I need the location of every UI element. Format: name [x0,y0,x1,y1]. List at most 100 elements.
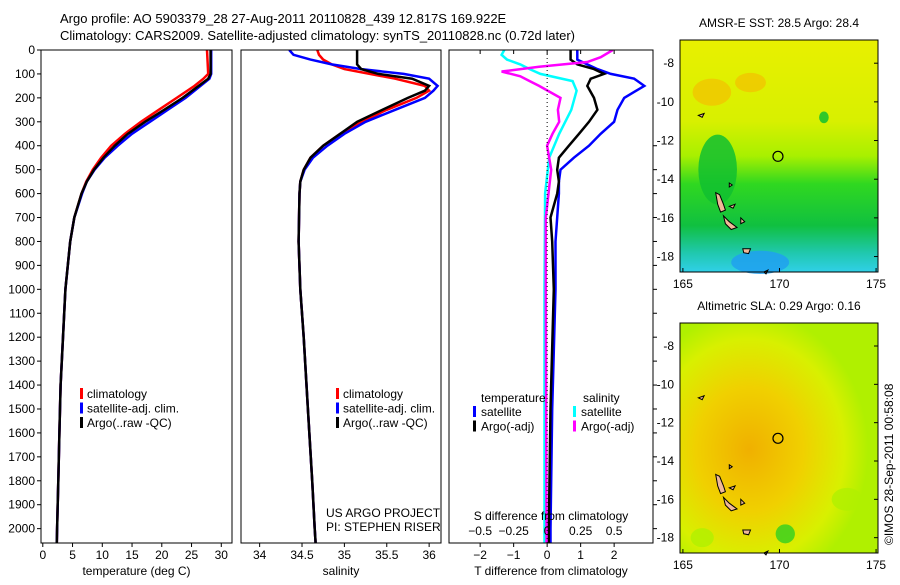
s-axis-label: S difference from climatology [474,509,629,523]
lat-tick-label: -18 [657,531,675,545]
legend-label: satellite-adj. clim. [343,402,435,416]
y-tick-label: 1000 [8,282,35,296]
lat-tick-label: -10 [657,377,675,391]
lon-tick-label: 165 [673,558,693,572]
legend-header-temperature: temperature [481,391,546,405]
x-tick-label: 10 [96,548,110,562]
series-line-climatology [55,50,210,543]
legend-label: Argo(..raw -QC) [343,416,428,430]
figure-title-line2: Climatology: CARS2009. Satellite-adjuste… [60,28,575,43]
x-tick-label: 35 [338,548,352,562]
legend-label: Argo(-adj) [481,420,534,434]
series-line-salinity-argo-adj- [501,50,614,543]
y-tick-label: 1800 [8,474,35,488]
legend-swatch [80,388,83,399]
project-annotation: US ARGO PROJECT [326,506,441,520]
map-title: Altimetric SLA: 0.29 Argo: 0.16 [697,299,861,313]
y-tick-label: 1900 [8,498,35,512]
x-axis-label: salinity [323,564,360,578]
temperature-frame [40,49,233,544]
legend-label: satellite [581,405,622,419]
field-patch [698,134,737,205]
lon-tick-label: 165 [673,277,693,291]
lat-tick-label: -16 [657,492,675,506]
temperature-panel: 0 5 10 15 20 25 30 temperature (deg C) 0 100 200 30… [8,43,228,578]
lat-tick-label: -12 [657,134,675,148]
x-tick-label: 2 [611,548,618,562]
y-tick-label: 100 [15,67,35,81]
series-line-temperature-satellite [549,50,647,543]
x-tick-label: 34.5 [290,548,314,562]
x-tick-label: 35.5 [375,548,399,562]
legend-label: climatology [87,387,147,401]
sla-map-panel: Altimetric SLA: 0.29 Argo: 0.16 165 170 175… [657,299,887,572]
legend-swatch [573,420,576,432]
x-tick-label: 5 [69,548,76,562]
island-coastline [740,216,746,225]
argo-location-marker [772,432,784,444]
x-tick-label: 0 [39,548,46,562]
island-coastline [728,203,737,209]
difference-panel: −2 −1 0 1 2 T difference from climatology −0.5… [468,50,657,578]
lat-tick-label: -12 [657,416,675,430]
y-tick-label: 500 [15,163,35,177]
field-patch [731,250,790,274]
y-tick-label: 1500 [8,402,35,416]
x-tick-label: 30 [215,548,229,562]
series-line-satellite-adj-clim- [55,50,213,543]
x-axis-label: T difference from climatology [474,564,628,578]
island-coastline [715,473,727,495]
x-tick-label: 15 [125,548,139,562]
y-tick-label: 0 [28,43,35,57]
legend-label: satellite-adj. clim. [87,402,179,416]
island-coastline [740,498,746,506]
island-coastline [742,248,752,255]
x-tick-label: 1 [577,548,584,562]
x-tick-label: 0 [544,548,551,562]
sst-map-frame [679,39,879,273]
s-tick-label: −0.25 [498,524,529,538]
island-coastline [697,394,706,401]
series-line-argo-raw-qc- [297,50,432,543]
y-tick-label: 1600 [8,426,35,440]
island-coastline [728,463,734,470]
y-tick-label: 900 [15,258,35,272]
lon-tick-label: 175 [866,558,886,572]
legend-swatch [80,402,83,414]
field-patch [819,111,829,124]
legend-swatch [336,388,339,399]
legend-swatch [573,406,576,417]
argo-location-marker [772,150,784,162]
legend-label: Argo(..raw -QC) [87,416,172,430]
y-tick-label: 1100 [9,306,35,320]
x-axis-label: temperature (deg C) [82,564,190,578]
s-tick-label: 0 [544,524,551,538]
lon-tick-label: 170 [769,277,789,291]
y-tick-label: 600 [15,187,35,201]
island-coastline [697,112,706,118]
y-tick-label: 1400 [8,378,35,392]
lat-tick-label: -14 [657,454,675,468]
s-tick-label: −0.5 [468,524,492,538]
salinity-panel: 34 34.5 35 35.5 36 salinity climatologysatelli… [253,50,441,578]
field-patch [690,528,714,548]
legend-swatch [473,420,476,432]
s-tick-label: 0.25 [569,524,593,538]
lon-tick-label: 175 [866,277,886,291]
legend-swatch [336,402,339,414]
legend-label: Argo(-adj) [581,420,634,434]
field-patch [735,72,766,93]
field-patch [775,524,795,544]
legend-swatch [473,406,476,417]
s-tick-label: 0.5 [606,524,623,538]
y-tick-label: 300 [15,115,35,129]
lon-tick-label: 170 [769,558,789,572]
island-coastline [722,214,739,231]
field-patch [692,78,732,106]
y-tick-label: 800 [15,234,35,248]
figure-title-line1: Argo profile: AO 5903379_28 27-Aug-2011 … [60,11,507,26]
y-tick-label: 400 [15,139,35,153]
lat-tick-label: -8 [663,56,674,70]
y-tick-label: 2000 [8,522,35,536]
